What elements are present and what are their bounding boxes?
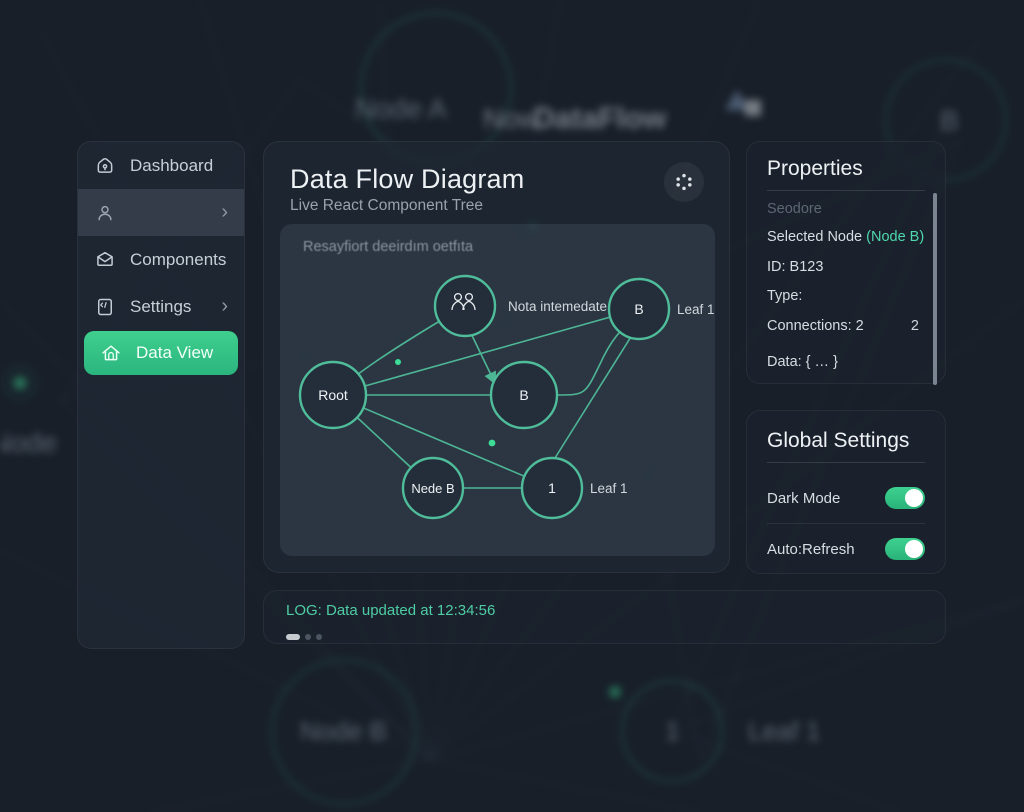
svg-text:B: B <box>634 301 643 317</box>
svg-text:Leaf 1: Leaf 1 <box>590 481 628 496</box>
svg-text:DataFlow: DataFlow <box>533 102 667 135</box>
svg-text:Leaf 1: Leaf 1 <box>748 716 820 746</box>
svg-text:Nota intemedate: Nota intemedate <box>508 299 607 314</box>
svg-text:Node B: Node B <box>300 716 387 746</box>
svg-text:B: B <box>940 105 959 136</box>
svg-text:B: B <box>519 387 528 403</box>
svg-text:Root: Root <box>318 387 348 403</box>
svg-text:1: 1 <box>548 480 556 496</box>
svg-text:Nede B: Nede B <box>411 481 454 496</box>
svg-text:Node A: Node A <box>355 93 447 124</box>
svg-text:Leaf 1: Leaf 1 <box>677 302 715 317</box>
svg-text:Now: Now <box>483 103 540 134</box>
svg-text:1: 1 <box>665 716 679 746</box>
svg-text:Node: Node <box>0 427 57 458</box>
